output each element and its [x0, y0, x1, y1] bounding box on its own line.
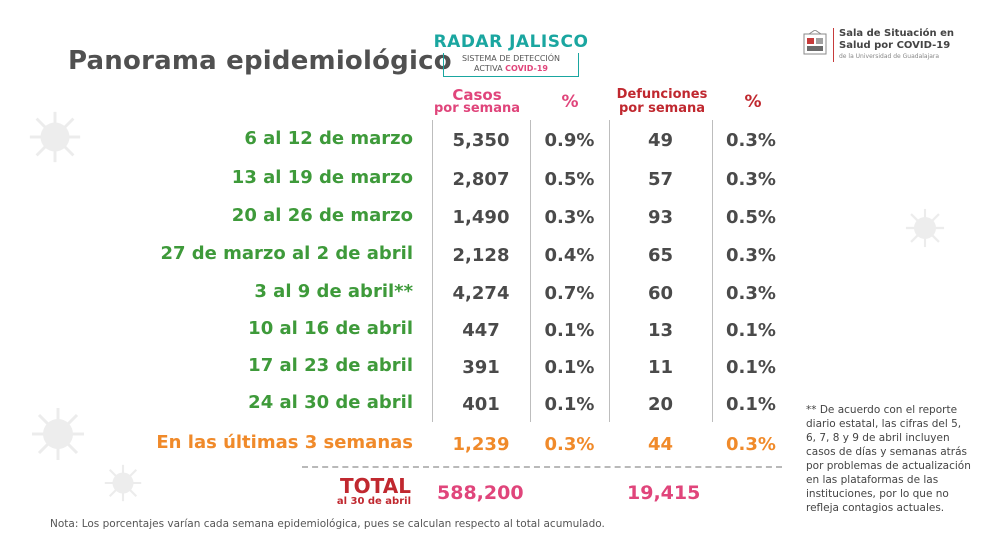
radar-jalisco-badge: RADAR JALISCO SISTEMA DE DETECCIÓN ACTIV…	[432, 33, 590, 77]
row-pct-def: 0.1%	[726, 320, 776, 341]
row-pct-def: 0.3%	[726, 245, 776, 266]
radar-subtitle-line1: SISTEMA DE DETECCIÓN	[461, 54, 561, 63]
summary-pct-casos: 0.3%	[544, 434, 595, 455]
logo-line2: Salud por COVID-19	[839, 40, 951, 51]
radar-title: RADAR JALISCO	[433, 32, 589, 52]
row-pct-casos: 0.9%	[544, 130, 595, 151]
total-title: TOTAL	[340, 474, 411, 498]
row-defunciones: 65	[647, 245, 674, 266]
row-defunciones: 13	[647, 320, 674, 341]
row-pct-def: 0.1%	[726, 394, 776, 415]
row-label: 17 al 23 de abril	[248, 355, 413, 376]
row-label: 27 de marzo al 2 de abril	[160, 243, 413, 264]
total-subtitle: al 30 de abril	[336, 496, 411, 507]
footnote: ** De acuerdo con el reporte diario esta…	[806, 404, 971, 514]
row-pct-def: 0.1%	[726, 357, 776, 378]
header-defunciones: Defunciones por semana	[610, 88, 714, 116]
row-pct-def: 0.3%	[726, 130, 776, 151]
radar-subtitle-box: SISTEMA DE DETECCIÓN ACTIVA COVID-19	[443, 53, 579, 77]
total-defunciones: 19,415	[627, 482, 701, 504]
row-pct-casos: 0.1%	[544, 394, 595, 415]
row-defunciones: 60	[647, 283, 674, 304]
header-def-line1: Defunciones	[616, 87, 708, 102]
row-casos: 391	[462, 357, 500, 378]
logo-separator	[833, 28, 834, 62]
row-label: 24 al 30 de abril	[248, 392, 413, 413]
percentage-note: Nota: Los porcentajes varían cada semana…	[50, 518, 605, 530]
row-defunciones: 49	[647, 130, 674, 151]
row-casos: 5,350	[452, 130, 510, 151]
summary-pct-def: 0.3%	[726, 434, 776, 455]
header-pct-casos: %	[561, 92, 579, 112]
virus-icon	[32, 408, 84, 460]
row-casos: 401	[462, 394, 500, 415]
header-def-line2: por semana	[618, 101, 706, 116]
row-casos: 2,128	[452, 245, 510, 266]
udg-seal-icon	[803, 30, 827, 55]
row-label: 6 al 12 de marzo	[244, 128, 413, 149]
logo-line3: de la Universidad de Guadalajara	[839, 53, 940, 60]
virus-icon	[29, 111, 81, 163]
radar-subtitle-line2: ACTIVA COVID-19	[444, 64, 578, 74]
udg-logo: Sala de Situación en Salud por COVID-19 …	[801, 28, 961, 64]
column-divider	[609, 120, 610, 422]
row-label: 20 al 26 de marzo	[231, 205, 413, 226]
column-divider	[432, 120, 433, 422]
virus-icon	[104, 464, 142, 502]
row-pct-def: 0.5%	[726, 207, 776, 228]
total-divider	[302, 466, 782, 468]
row-casos: 1,490	[452, 207, 510, 228]
row-casos: 447	[462, 320, 500, 341]
row-pct-casos: 0.4%	[544, 245, 595, 266]
radar-subtitle-active: ACTIVA	[473, 64, 506, 73]
row-pct-casos: 0.1%	[544, 320, 595, 341]
summary-defunciones: 44	[647, 434, 674, 455]
virus-icon	[905, 208, 945, 248]
total-casos: 588,200	[437, 482, 524, 504]
header-pct-def: %	[744, 92, 762, 112]
row-casos: 4,274	[452, 283, 510, 304]
row-pct-casos: 0.3%	[544, 207, 595, 228]
column-divider	[530, 120, 531, 422]
logo-text: Sala de Situación en Salud por COVID-19 …	[839, 28, 959, 61]
row-label: 10 al 16 de abril	[248, 318, 413, 339]
row-pct-casos: 0.7%	[544, 283, 595, 304]
row-label: 13 al 19 de marzo	[231, 167, 413, 188]
header-casos: Casos por semana	[420, 88, 534, 116]
logo-line1: Sala de Situación en	[839, 28, 955, 39]
header-casos-line1: Casos	[452, 86, 502, 104]
header-casos-line2: por semana	[433, 101, 521, 116]
summary-casos: 1,239	[452, 434, 510, 455]
row-defunciones: 11	[647, 357, 674, 378]
row-pct-casos: 0.5%	[544, 169, 595, 190]
page-title: Panorama epidemiológico	[68, 46, 452, 76]
row-defunciones: 57	[647, 169, 674, 190]
row-defunciones: 93	[647, 207, 674, 228]
total-label: TOTAL al 30 de abril	[337, 476, 411, 508]
row-label: 3 al 9 de abril**	[254, 281, 413, 302]
row-pct-def: 0.3%	[726, 169, 776, 190]
summary-label: En las últimas 3 semanas	[156, 432, 413, 453]
row-pct-casos: 0.1%	[544, 357, 595, 378]
row-pct-def: 0.3%	[726, 283, 776, 304]
row-defunciones: 20	[647, 394, 674, 415]
column-divider	[712, 120, 713, 422]
radar-subtitle-covid: COVID-19	[505, 64, 548, 73]
row-casos: 2,807	[452, 169, 510, 190]
